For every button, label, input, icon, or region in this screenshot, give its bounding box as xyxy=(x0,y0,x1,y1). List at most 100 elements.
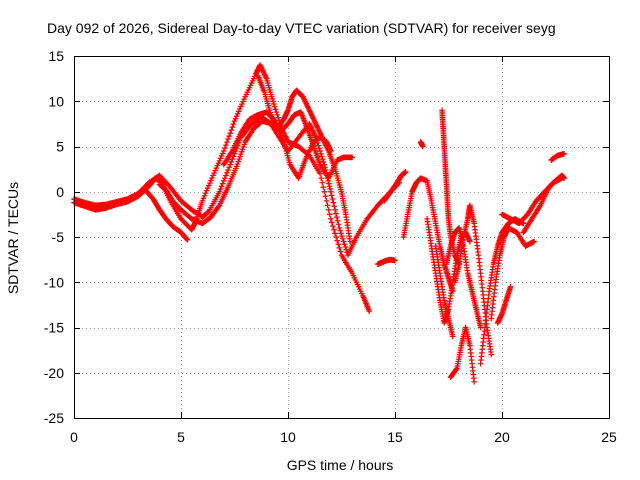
chart-title: Day 092 of 2026, Sidereal Day-to-day VTE… xyxy=(47,20,556,36)
series-track-16 xyxy=(447,324,477,385)
data-point xyxy=(275,114,281,121)
data-point xyxy=(270,98,276,105)
x-tick-label: 5 xyxy=(177,429,185,445)
axis-ticks xyxy=(74,56,610,419)
data-point xyxy=(333,214,340,220)
data-point xyxy=(331,226,337,233)
data-point xyxy=(271,103,278,110)
data-point xyxy=(328,216,334,222)
data-point xyxy=(204,185,211,191)
data-point xyxy=(453,366,460,372)
data-point xyxy=(207,180,213,186)
data-point xyxy=(272,106,279,113)
data-point xyxy=(318,175,324,181)
data-point xyxy=(334,217,341,224)
data-point xyxy=(225,167,231,173)
data-point xyxy=(331,203,338,210)
y-tick-label: -20 xyxy=(44,365,64,381)
y-tick-label: 10 xyxy=(48,93,64,109)
data-point xyxy=(208,177,214,184)
data-point xyxy=(224,139,230,145)
y-tick-label: -5 xyxy=(52,229,65,245)
data-point xyxy=(319,179,326,186)
y-tick-label: 0 xyxy=(56,184,64,200)
data-point xyxy=(228,159,235,165)
series-track-21 xyxy=(520,172,567,236)
data-point xyxy=(218,183,225,190)
series-track-6 xyxy=(255,73,353,245)
data-point xyxy=(329,196,336,202)
data-point xyxy=(319,153,325,160)
data-point xyxy=(402,169,409,175)
data-point xyxy=(338,230,344,237)
data-point xyxy=(328,192,335,199)
data-point xyxy=(318,150,324,157)
data-point xyxy=(339,233,345,239)
data-point xyxy=(420,143,426,150)
data-point xyxy=(274,112,281,118)
data-point xyxy=(326,180,332,187)
y-tick-label: 5 xyxy=(56,139,64,155)
data-point xyxy=(199,198,206,204)
data-point xyxy=(230,121,237,127)
data-point xyxy=(222,175,228,181)
data-point xyxy=(326,183,333,190)
data-point xyxy=(184,236,191,243)
data-point xyxy=(349,154,355,161)
data-point xyxy=(227,161,234,168)
data-point xyxy=(347,238,353,245)
data-point xyxy=(337,227,344,234)
series-track-3 xyxy=(141,186,191,243)
data-point xyxy=(221,178,227,184)
data-point xyxy=(449,333,456,340)
data-point xyxy=(336,225,343,231)
data-point xyxy=(366,308,373,315)
x-tick-label: 15 xyxy=(387,429,403,445)
series-track-2 xyxy=(71,114,403,258)
data-point xyxy=(226,133,232,139)
data-point xyxy=(320,159,327,165)
data-point xyxy=(488,351,495,358)
data-point xyxy=(317,170,323,177)
data-point xyxy=(330,199,337,206)
data-point xyxy=(341,241,348,248)
series-track-17 xyxy=(477,216,527,367)
data-point xyxy=(494,320,501,326)
y-axis-label: SDTVAR / TECUs xyxy=(5,182,21,294)
data-point xyxy=(316,145,323,152)
data-point xyxy=(328,188,334,195)
series-track-5 xyxy=(221,109,334,181)
data-point xyxy=(209,175,215,181)
series-track-7 xyxy=(375,256,398,267)
data-point xyxy=(324,202,331,209)
data-point xyxy=(322,193,329,200)
y-tick-label: -25 xyxy=(44,410,64,426)
series-track-4 xyxy=(156,109,355,227)
y-tick-label: -10 xyxy=(44,274,64,290)
data-point xyxy=(335,241,342,248)
data-point xyxy=(201,192,208,199)
data-point xyxy=(340,238,347,245)
data-point xyxy=(471,379,477,385)
data-point xyxy=(467,238,473,245)
data-point xyxy=(215,203,222,210)
data-point xyxy=(332,207,338,213)
data-point xyxy=(329,219,335,226)
data-point xyxy=(335,221,342,228)
data-point xyxy=(219,180,226,187)
data-point xyxy=(317,148,323,154)
data-point xyxy=(561,175,567,181)
x-tick-label: 25 xyxy=(601,429,617,445)
data-point xyxy=(203,187,210,194)
data-point xyxy=(323,198,330,204)
data-point xyxy=(271,101,277,107)
data-point xyxy=(216,188,223,195)
data-point xyxy=(223,142,229,148)
data-point xyxy=(342,244,349,250)
data-point xyxy=(333,234,339,240)
data-point xyxy=(332,230,338,237)
data-marks xyxy=(71,62,567,385)
data-point xyxy=(183,236,190,242)
data-point xyxy=(392,257,398,264)
